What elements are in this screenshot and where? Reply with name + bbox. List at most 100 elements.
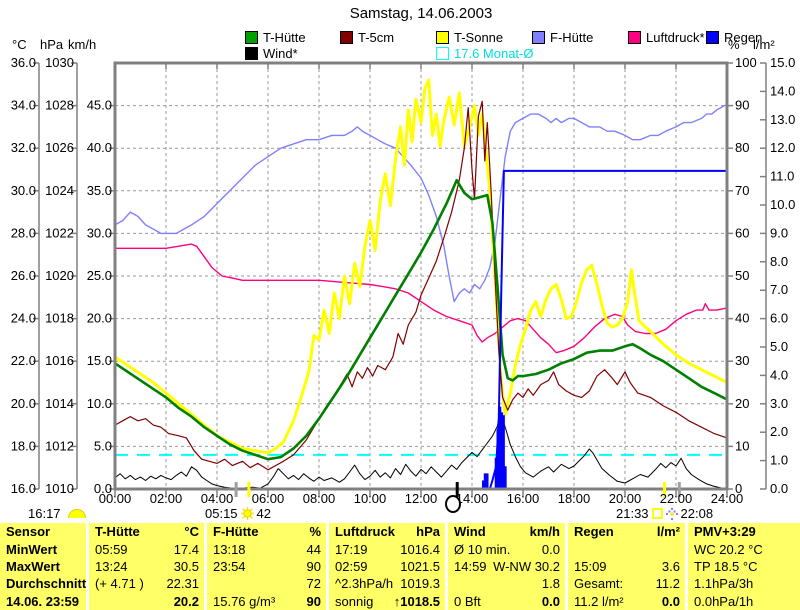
sensor-unit: l/m² bbox=[656, 524, 680, 540]
table-header-row: Luftdruck hPa bbox=[329, 523, 445, 540]
axis-tick-label: 9.0 bbox=[770, 225, 788, 240]
axis-tick-label: 1012 bbox=[45, 438, 74, 453]
x-axis-label: 10:00 bbox=[354, 491, 387, 506]
unit-celsius-label: °C bbox=[12, 37, 27, 52]
series-t-5cm bbox=[114, 100, 728, 471]
axis-tick-label: 70 bbox=[735, 183, 749, 198]
cell-value: 17.4 bbox=[173, 541, 199, 557]
axis-tick-label: 15.0 bbox=[87, 353, 112, 368]
cell-left bbox=[448, 575, 454, 592]
weather-chart: 00:00 02:00 04:00 06:00 08:00 10:00 12:00 14:00… bbox=[11, 55, 796, 506]
axis-tick-label: 20 bbox=[735, 396, 749, 411]
summary-table: Sensor MinWert MaxWert Durchschnitt 14.06. 2… bbox=[0, 523, 800, 610]
x-axis-label: 12:00 bbox=[405, 491, 438, 506]
axis-tick-label: 32.0 bbox=[11, 140, 36, 155]
cell-left: 15.76 g/m³ bbox=[213, 593, 276, 609]
table-row: 20.2 bbox=[89, 593, 204, 610]
table-row: Ø 10 min. 0.0 bbox=[448, 541, 565, 558]
cell-left: TP 18.5 °C bbox=[694, 558, 758, 574]
cell-left: 14:59 bbox=[454, 558, 487, 574]
cell-value: W-NW 30.2 bbox=[493, 558, 560, 574]
axis-tick-label: 28.0 bbox=[11, 225, 36, 240]
axis-tick-label: 12.0 bbox=[770, 140, 795, 155]
cell-value: 3.6 bbox=[661, 558, 680, 574]
axis-tick-label: 40.0 bbox=[87, 140, 112, 155]
cell-left: (+ 4.71 ) bbox=[95, 576, 144, 592]
table-row: 15.76 g/m³ 90 bbox=[207, 593, 326, 610]
page-title: Samstag, 14.06.2003 bbox=[349, 5, 493, 22]
moonset-sparkle-icon bbox=[665, 507, 678, 520]
axis-tick-label: 14.0 bbox=[770, 83, 795, 98]
table-row: TP 18.5 °C bbox=[688, 558, 800, 575]
table-header-row: PMV+3:29 bbox=[688, 523, 800, 540]
axis-tick-label: 60 bbox=[735, 225, 749, 240]
cell-left: Gesamt: bbox=[574, 576, 624, 592]
axis-tick-label: 35.0 bbox=[87, 183, 112, 198]
summary-col-f-h-tte: F-Hütte% 13:18 44 23:54 90 72 15.76 g/m³ 90 bbox=[207, 523, 326, 610]
axis-tick-label: 10.0 bbox=[770, 197, 795, 212]
axis-tick-label: 5.0 bbox=[770, 339, 788, 354]
table-header-row: Regen l/m² bbox=[568, 523, 685, 540]
cell-value bbox=[795, 575, 800, 592]
legend-item-luftdruck-: Luftdruck* bbox=[628, 30, 705, 45]
table-row: 14:59 W-NW 30.2 bbox=[448, 558, 565, 575]
cell-left: 11.2 l/m² bbox=[574, 593, 624, 609]
unit-kmh-label: km/h bbox=[68, 37, 97, 52]
cell-left: sonnig bbox=[335, 593, 374, 609]
legend-swatch bbox=[706, 31, 719, 44]
table-row: 72 bbox=[207, 575, 326, 592]
unit-lpm-label: l/m² bbox=[753, 37, 775, 52]
legend-item-t-5cm: T-5cm bbox=[340, 30, 394, 45]
legend-label: 17.6 Monat-Ø bbox=[454, 46, 534, 61]
axis-tick-label: 1020 bbox=[45, 268, 74, 283]
axis-tick-label: 30.0 bbox=[87, 225, 112, 240]
summary-col-t-h-tte: T-Hütte °C 05:59 17.4 13:24 30.5 (+ 4.71 ) 22.3… bbox=[89, 523, 204, 610]
axis-tick-label: 1024 bbox=[45, 183, 74, 198]
row-label: Durchschnitt bbox=[6, 576, 87, 592]
axis-tick-label: 100 bbox=[735, 55, 757, 70]
row-label: 14.06. 23:59 bbox=[6, 593, 80, 609]
series-t-sonne bbox=[114, 78, 728, 455]
axis-tick-label: 6.0 bbox=[770, 311, 788, 326]
axis-tick-label: 50 bbox=[735, 268, 749, 283]
cell-left: 05:59 bbox=[95, 541, 128, 557]
axis-tick-label: 1022 bbox=[45, 225, 74, 240]
axis-tick-label: 40 bbox=[735, 311, 749, 326]
rain-bar bbox=[494, 457, 498, 489]
sunrise-marker: 05:15 42 bbox=[205, 506, 271, 521]
x-axis-label: 20:00 bbox=[609, 491, 642, 506]
cell-left: 13:24 bbox=[95, 558, 128, 574]
axis-tick-label: 30.0 bbox=[11, 183, 36, 198]
axis-tick-label: 1.0 bbox=[770, 453, 788, 468]
axis-tick-label: 0.0 bbox=[770, 481, 788, 496]
cell-value bbox=[795, 593, 800, 610]
moon-phase-icon bbox=[444, 495, 461, 513]
rain-bar bbox=[503, 466, 507, 489]
legend-label: Regen bbox=[724, 30, 763, 45]
cell-value: 1.8 bbox=[541, 576, 560, 592]
axis-tick-label: 25.0 bbox=[87, 268, 112, 283]
cell-value bbox=[795, 558, 800, 575]
cell-left: 0 Bft bbox=[454, 593, 481, 609]
summary-col-wind: Wind km/h Ø 10 min. 0.0 14:59 W-NW 30.2 1.8 0 B… bbox=[448, 523, 565, 610]
axis-tick-label: 34.0 bbox=[11, 98, 36, 113]
legend-row-2: Wind* 17.6 Monat-Ø bbox=[0, 46, 800, 61]
legend-swatch bbox=[628, 31, 641, 44]
table-header-row: T-Hütte °C bbox=[89, 523, 204, 540]
summary-col-labels: Sensor MinWert MaxWert Durchschnitt 14.06. 2… bbox=[0, 523, 86, 610]
cell-value: 22.31 bbox=[166, 576, 199, 592]
summary-col-pmv-3-29: PMV+3:29 WC 20.2 °C TP 18.5 °C 1.1hPa/3h 0.0… bbox=[688, 523, 800, 610]
legend-item-t-sonne: T-Sonne bbox=[436, 30, 503, 45]
sensor-name: Luftdruck bbox=[335, 524, 395, 540]
legend-label: T-Hütte bbox=[263, 30, 306, 45]
cell-value: 0.0 bbox=[541, 541, 560, 557]
sensor-unit: km/h bbox=[529, 524, 560, 540]
table-row: 13:24 30.5 bbox=[89, 558, 204, 575]
axis-tick-label: 1016 bbox=[45, 353, 74, 368]
axis-tick-label: 1010 bbox=[45, 481, 74, 496]
cell-left: WC 20.2 °C bbox=[694, 541, 763, 557]
table-row: Gesamt: 11.2 bbox=[568, 575, 685, 592]
legend-label: T-Sonne bbox=[454, 30, 504, 45]
cell-left: 13:18 bbox=[213, 541, 246, 557]
